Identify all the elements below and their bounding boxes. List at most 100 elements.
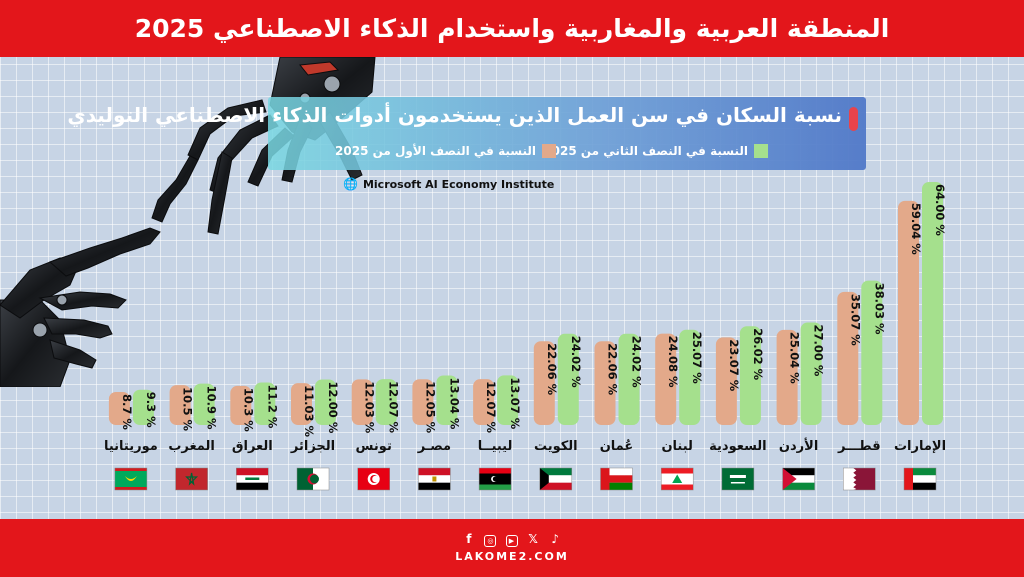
- flag-part: [913, 468, 936, 476]
- flag-libya-icon: [478, 467, 512, 491]
- flag-part: [782, 468, 797, 490]
- flag-border: [357, 467, 390, 491]
- flag-part: [479, 468, 512, 474]
- flag-part: [539, 482, 572, 490]
- category-label: ليبيــا: [478, 439, 513, 454]
- legend-swatch-green: [754, 144, 768, 158]
- flag-part: [114, 468, 147, 471]
- bar-second-half: [922, 182, 943, 425]
- globe-icon: 🌐: [343, 177, 358, 191]
- category-label: المغرب: [168, 439, 215, 454]
- flag-part: [661, 468, 694, 474]
- bar-second-half: [618, 333, 640, 425]
- country-group: 25.04 % 27.00 % الأردن: [776, 322, 826, 491]
- bar-second-half: [436, 375, 458, 425]
- data-label-second-half: 12.07 %: [387, 381, 401, 433]
- data-label-first-half: 10.3 %: [241, 388, 255, 432]
- flag-border: [236, 467, 269, 491]
- bar-second-half: [315, 379, 336, 425]
- bar-first-half: [594, 341, 616, 425]
- bar-second-half: [861, 280, 883, 425]
- flag-border: [903, 467, 937, 491]
- bar-first-half: [715, 337, 737, 425]
- flag-part: [600, 475, 633, 483]
- flag-oman-icon: [600, 467, 633, 491]
- category-label: الإمارات: [894, 439, 946, 454]
- flag-lebanon-icon: [660, 467, 694, 491]
- flag-part: [672, 474, 683, 483]
- flag-part: [600, 482, 633, 490]
- country-group: 35.07 % 38.03 % قطـــر: [837, 280, 886, 491]
- x-icon[interactable]: 𝕏: [528, 532, 538, 546]
- flag-part: [114, 487, 147, 490]
- flag-part: [782, 482, 815, 490]
- bar-first-half: [898, 200, 919, 425]
- flag-morocco-icon: [175, 467, 208, 491]
- data-label-first-half: 12.05 %: [423, 381, 437, 433]
- facebook-icon[interactable]: f: [466, 532, 472, 546]
- data-label-second-half: 24.02 %: [630, 336, 644, 388]
- category-label: موريتانيا: [104, 439, 158, 454]
- data-label-second-half: 27.00 %: [812, 324, 826, 376]
- flag-part: [124, 476, 137, 481]
- flag-part: [185, 472, 199, 486]
- flag-saudi-icon: [721, 467, 755, 491]
- flag-part: [904, 468, 913, 490]
- flag-part: [236, 468, 269, 476]
- flag-part: [843, 468, 857, 490]
- flag-border: [782, 467, 815, 491]
- data-label-first-half: 23.07 %: [727, 339, 741, 391]
- bar-second-half: [497, 375, 519, 425]
- bar-first-half: [412, 379, 434, 425]
- data-label-first-half: 22.06 %: [606, 343, 620, 395]
- flag-part: [236, 482, 269, 490]
- flag-border: [539, 467, 573, 491]
- data-label-second-half: 26.02 %: [751, 328, 765, 380]
- website-link[interactable]: LAKOME2.COM: [455, 550, 569, 563]
- flag-part: [297, 468, 313, 490]
- legend-label-first-half: النسبة في النصف الأول من 2025: [335, 144, 536, 158]
- flag-part: [310, 474, 319, 484]
- category-label: الجزائر: [290, 439, 335, 454]
- legend-panel: نسبة السكان في سن العمل الذين يستخدمون أ…: [67, 97, 866, 170]
- data-label-second-half: 13.04 %: [447, 377, 461, 429]
- flag-qatar-icon: [843, 467, 876, 491]
- flag-part: [372, 475, 379, 483]
- data-label-first-half: 24.08 %: [666, 336, 680, 388]
- country-group: 12.07 % 13.07 % ليبيــا: [473, 375, 522, 491]
- flag-border: [843, 467, 876, 491]
- bar-first-half: [473, 379, 495, 425]
- flag-egypt-icon: [418, 467, 451, 491]
- category-label: مصـر: [417, 439, 451, 454]
- bar-second-half: [132, 389, 154, 425]
- flag-border: [721, 467, 755, 491]
- flag-part: [539, 468, 549, 490]
- flag-part: [539, 468, 572, 476]
- flag-part: [782, 468, 815, 476]
- flag-part: [600, 468, 610, 490]
- data-label-first-half: 12.03 %: [363, 381, 377, 433]
- category-label: لبنان: [661, 439, 692, 454]
- instagram-icon[interactable]: ◎: [484, 535, 497, 547]
- data-label-first-half: 10.5 %: [181, 387, 195, 431]
- data-label-second-half: 25.07 %: [690, 332, 704, 384]
- category-label: عُمان: [600, 438, 634, 454]
- flag-kuwait-icon: [539, 467, 573, 491]
- youtube-icon[interactable]: ▶: [505, 535, 518, 547]
- source-text: Microsoft AI Economy Institute: [362, 177, 555, 191]
- flag-border: [418, 467, 451, 491]
- bar-first-half: [169, 385, 191, 425]
- flag-part: [600, 468, 633, 476]
- tiktok-icon[interactable]: ♪: [551, 532, 560, 546]
- bar-second-half: [254, 382, 276, 425]
- bar-second-half: [375, 379, 397, 425]
- source-credit: 🌐 Microsoft AI Economy Institute: [343, 177, 554, 191]
- category-label: تونس: [356, 439, 392, 454]
- robot-hands-illustration: [0, 57, 376, 387]
- country-group: 24.08 % 25.07 % لبنان: [655, 329, 704, 491]
- flag-part: [913, 482, 936, 490]
- flag-part: [492, 476, 498, 482]
- flag-part: [418, 482, 451, 490]
